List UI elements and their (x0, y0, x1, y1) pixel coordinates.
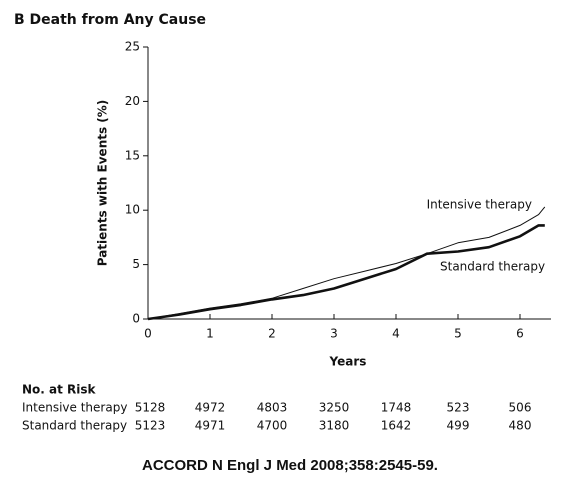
risk-value: 506 (509, 401, 532, 415)
y-tick-label: 25 (125, 40, 140, 54)
risk-value: 4971 (195, 419, 226, 433)
y-tick-label: 20 (125, 94, 140, 108)
risk-table-title: No. at Risk (22, 383, 97, 397)
y-axis-label: Patients with Events (%) (96, 100, 110, 267)
risk-row-label: Standard therapy (22, 419, 127, 433)
risk-value: 5123 (135, 419, 166, 433)
footer: ACCORD N Engl J Med 2008;358:2545-59. (142, 457, 438, 474)
x-tick-label: 3 (330, 327, 338, 341)
risk-value: 523 (447, 401, 470, 415)
y-tick-label: 0 (132, 312, 140, 326)
risk-value: 5128 (135, 401, 166, 415)
risk-value: 4700 (257, 419, 288, 433)
legend-label: Intensive therapy (427, 198, 532, 212)
risk-row-label: Intensive therapy (22, 401, 127, 415)
legend-label: Standard therapy (440, 260, 545, 274)
x-tick-label: 0 (144, 327, 152, 341)
risk-value: 1748 (381, 401, 412, 415)
y-tick-label: 15 (125, 148, 140, 162)
x-tick-label: 4 (392, 327, 400, 341)
x-tick-label: 1 (206, 327, 214, 341)
risk-value: 3180 (319, 419, 350, 433)
x-tick-label: 5 (454, 327, 462, 341)
risk-value: 499 (447, 419, 470, 433)
risk-value: 4972 (195, 401, 226, 415)
x-axis-label: Years (329, 355, 367, 369)
risk-value: 4803 (257, 401, 288, 415)
risk-value: 3250 (319, 401, 350, 415)
risk-value: 1642 (381, 419, 412, 433)
y-tick-label: 10 (125, 203, 140, 217)
risk-value: 480 (509, 419, 532, 433)
x-tick-label: 6 (516, 327, 524, 341)
y-tick-label: 5 (132, 257, 140, 271)
series-line (147, 224, 545, 321)
chart-title: B Death from Any Cause (14, 12, 206, 28)
x-tick-label: 2 (268, 327, 276, 341)
